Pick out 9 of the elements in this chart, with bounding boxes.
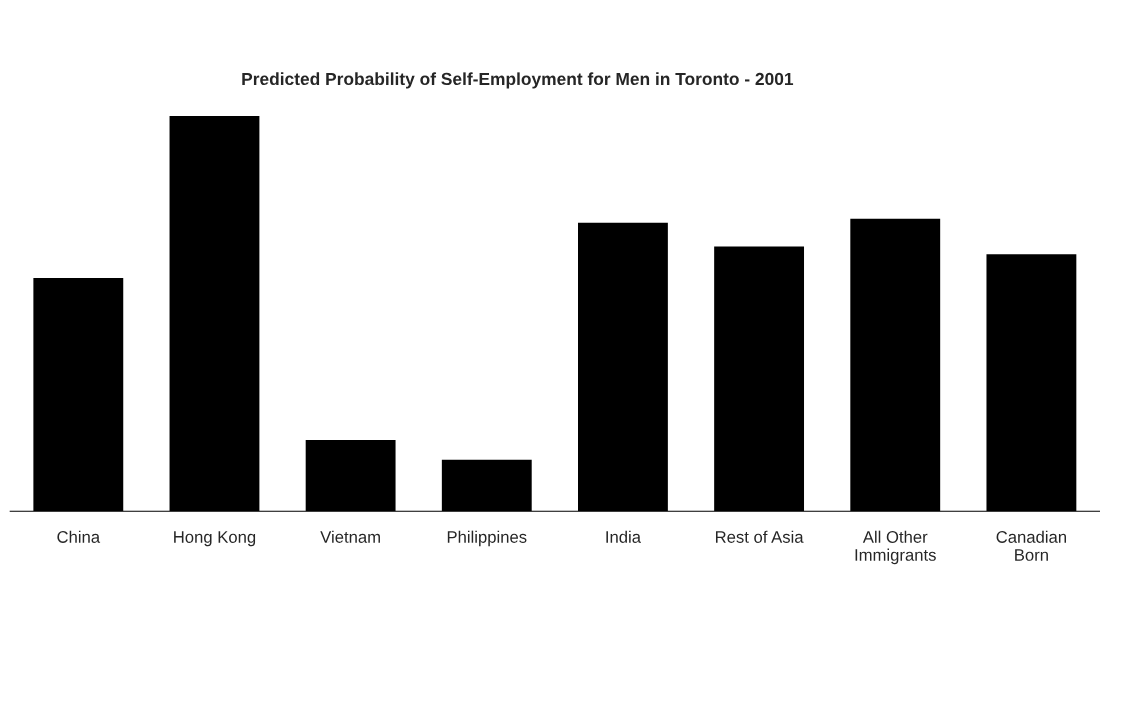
x-tick-label: Canadian Born: [996, 530, 1066, 561]
x-tick-label: Vietnam: [320, 530, 380, 543]
x-tick-label: All Other Immigrants: [855, 530, 936, 565]
chart-title: Predicted Probability of Self-Employment for Men in Toronto - 2001: [242, 72, 794, 89]
x-tick-label: Rest of Asia: [715, 530, 804, 543]
x-tick-label: Hong Kong: [174, 531, 256, 547]
x-tick-label: India: [606, 530, 641, 543]
x-tick-label: China: [57, 530, 101, 543]
x-tick-label: Philippines: [447, 530, 527, 547]
